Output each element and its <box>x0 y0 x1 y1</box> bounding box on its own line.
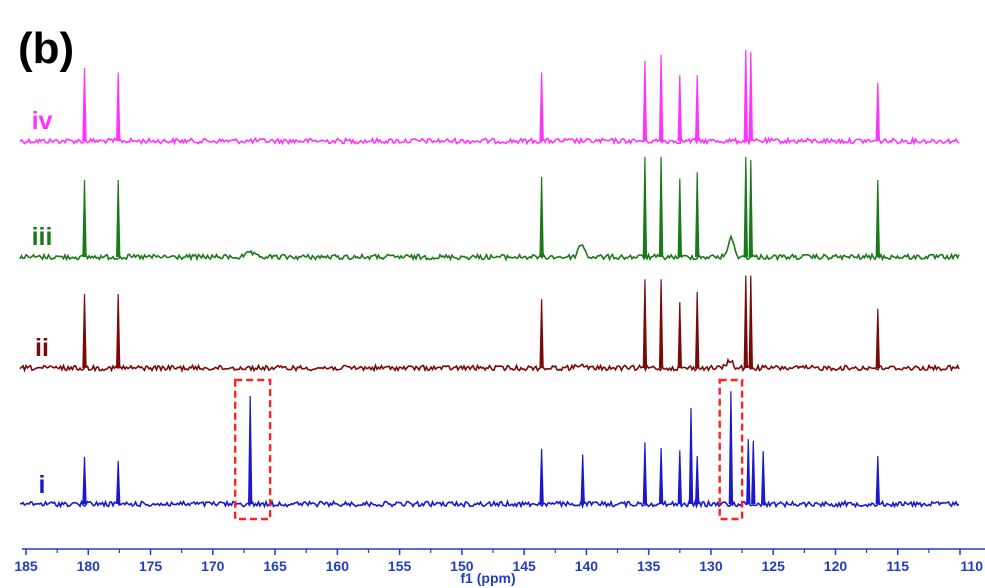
trace-i-peak-132.5 <box>677 450 682 505</box>
x-tick-label-140: 140 <box>575 558 599 574</box>
trace-iv: iv <box>19 49 960 146</box>
trace-ii-peak-131.1 <box>695 291 700 369</box>
highlight-box-2 <box>718 378 744 521</box>
x-tick-label-120: 120 <box>824 558 848 574</box>
panel-label: (b) <box>18 24 74 73</box>
trace-iii-peak-126.8 <box>748 159 753 258</box>
trace-iv-baseline <box>19 136 960 146</box>
x-tick-label-125: 125 <box>762 558 786 574</box>
trace-iii-peak-116.6 <box>875 179 880 258</box>
x-tick-label-150: 150 <box>450 558 474 574</box>
highlight-box-1 <box>233 378 272 521</box>
trace-label-iv: iv <box>32 107 53 135</box>
trace-i-peak-180.3 <box>82 456 87 505</box>
trace-iv-peak-177.6 <box>116 72 121 142</box>
trace-iv-peak-116.6 <box>875 82 880 142</box>
trace-iii-peak-131.1 <box>695 172 700 258</box>
x-tick-label-185: 185 <box>14 558 38 574</box>
trace-iii-peak-134 <box>658 156 664 258</box>
trace-iii-peak-143.6 <box>539 176 544 258</box>
trace-ii-peak-134 <box>658 279 664 369</box>
trace-iv-peak-143.6 <box>539 72 544 142</box>
x-tick-label-180: 180 <box>77 558 101 574</box>
trace-iii-baseline <box>19 234 960 262</box>
trace-i-peak-135.3 <box>642 442 648 505</box>
trace-i: i <box>19 391 960 509</box>
x-tick-label-135: 135 <box>637 558 661 574</box>
trace-label-ii: ii <box>35 334 49 362</box>
trace-iv-peak-132.5 <box>677 75 682 142</box>
trace-ii-peak-127.2 <box>743 275 748 369</box>
trace-label-i: i <box>39 471 46 499</box>
trace-i-peak-127 <box>746 439 751 505</box>
trace-i-peak-143.6 <box>539 448 544 505</box>
trace-iv-peak-127.2 <box>743 49 748 142</box>
x-tick-label-160: 160 <box>326 558 350 574</box>
x-tick-label-155: 155 <box>388 558 412 574</box>
trace-i-peak-128.4 <box>728 391 734 505</box>
trace-iv-peak-131.1 <box>695 75 700 142</box>
trace-i-peak-125.8 <box>761 451 766 505</box>
trace-i-peak-131.1 <box>695 455 700 505</box>
trace-iii-peak-180.3 <box>82 179 87 258</box>
x-axis-title: f1 (ppm) <box>460 570 515 586</box>
x-tick-label-130: 130 <box>699 558 723 574</box>
x-tick-label-110: 110 <box>960 558 983 574</box>
trace-ii-peak-116.6 <box>875 308 880 369</box>
x-tick-label-115: 115 <box>886 558 909 574</box>
trace-iii-peak-127.2 <box>743 156 748 258</box>
trace-i-peak-167 <box>248 395 253 505</box>
trace-iv-peak-180.3 <box>82 67 87 142</box>
trace-i-peak-177.6 <box>116 460 121 505</box>
trace-iii-peak-132.5 <box>677 178 682 258</box>
trace-label-iii: iii <box>32 223 53 251</box>
x-tick-label-175: 175 <box>139 558 163 574</box>
highlight-boxes <box>233 378 744 521</box>
trace-i-peak-116.6 <box>875 455 880 505</box>
trace-iv-peak-134 <box>658 54 664 142</box>
trace-i-peak-140.3 <box>580 454 585 505</box>
trace-i-peak-131.6 <box>688 407 694 505</box>
x-axis: 185 180 175 170 165 160 155 150 145 140 135 130 125 1… <box>14 548 985 574</box>
trace-i-peak-126.6 <box>751 440 756 505</box>
trace-i-peak-134 <box>658 447 664 505</box>
trace-ii-peak-135.3 <box>642 279 648 369</box>
x-tick-label-165: 165 <box>263 558 287 574</box>
trace-ii: ii <box>19 275 960 373</box>
x-tick-label-145: 145 <box>512 558 536 574</box>
trace-ii-baseline <box>19 357 960 373</box>
trace-ii-peak-143.6 <box>539 299 544 369</box>
trace-iii: iii <box>19 156 960 262</box>
trace-ii-peak-132.5 <box>677 302 682 369</box>
trace-ii-peak-177.6 <box>116 293 121 369</box>
trace-i-baseline <box>19 499 960 509</box>
x-tick-label-170: 170 <box>201 558 225 574</box>
trace-iv-peak-135.3 <box>642 60 648 142</box>
trace-iii-peak-135.3 <box>642 156 648 258</box>
trace-ii-peak-126.8 <box>748 275 753 369</box>
trace-ii-peak-180.3 <box>82 293 87 369</box>
trace-iv-peak-126.8 <box>748 51 753 142</box>
trace-iii-peak-177.6 <box>116 179 121 258</box>
